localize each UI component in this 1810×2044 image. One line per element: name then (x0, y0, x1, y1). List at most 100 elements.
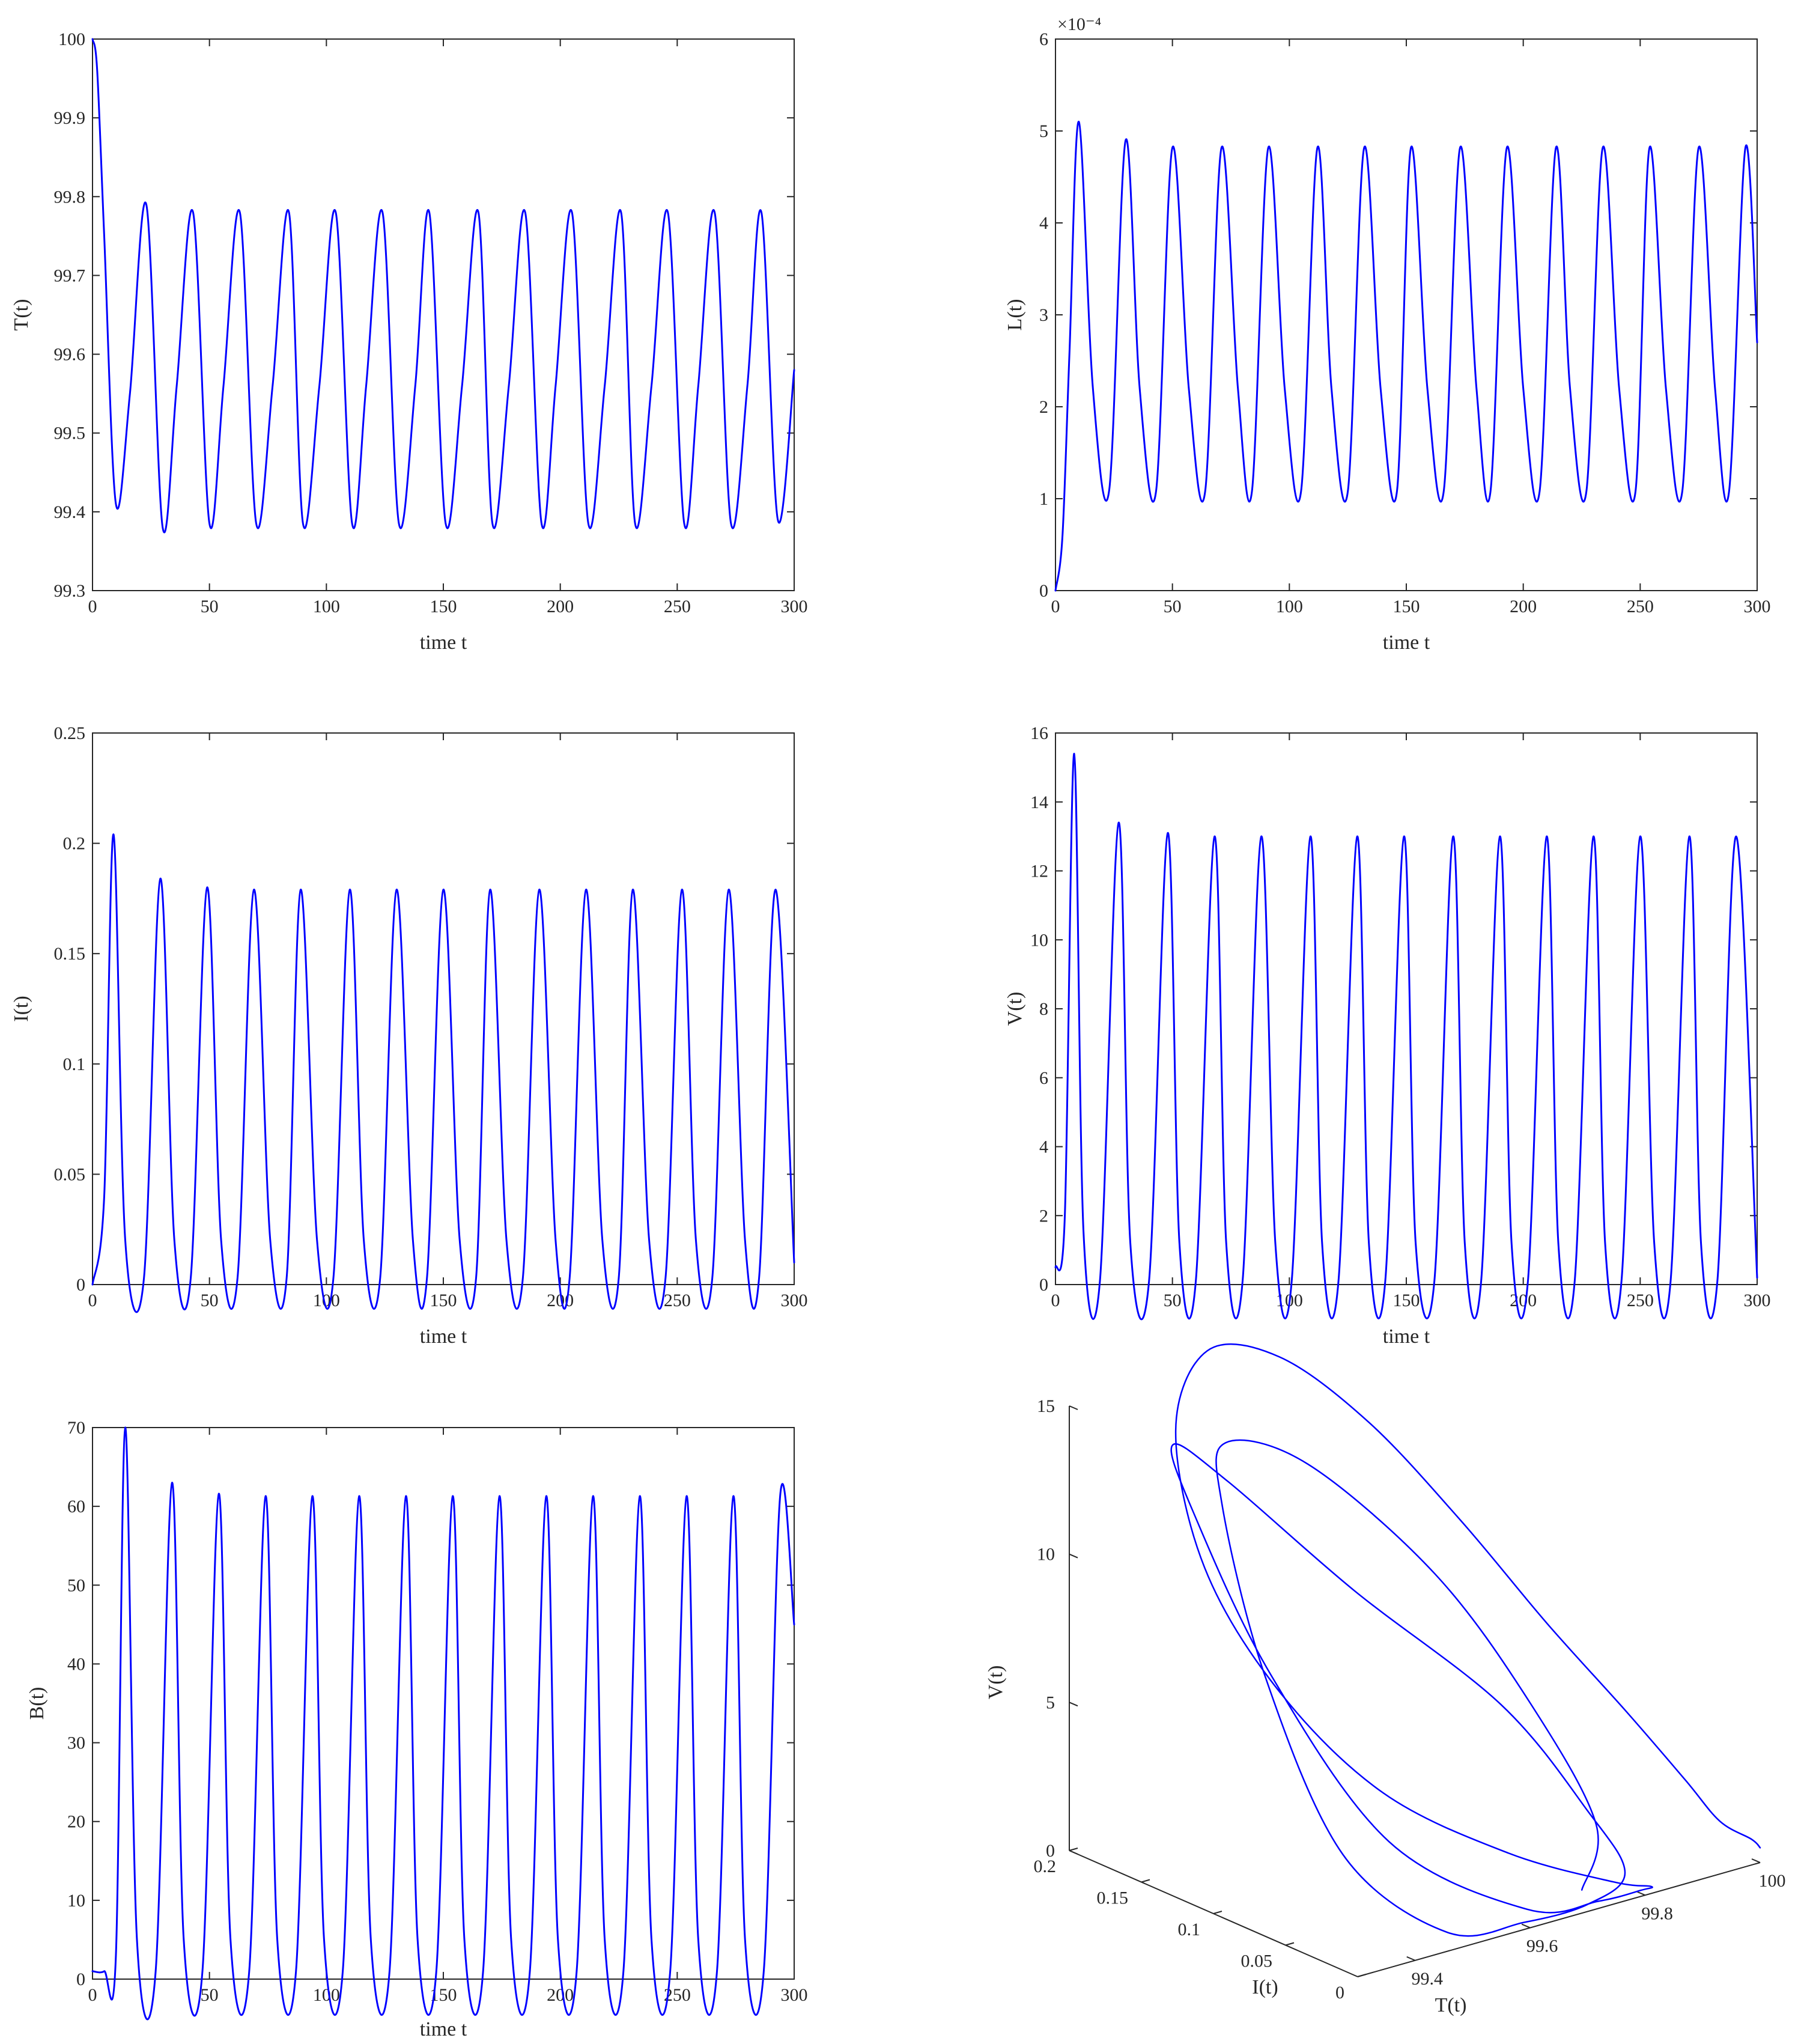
y-tick-label: 8 (1039, 999, 1048, 1019)
y-tick-label: 6 (1039, 1068, 1048, 1088)
y-axis-label: I(t) (10, 996, 32, 1021)
x-tick-label: 0 (1051, 1291, 1060, 1310)
x-tick-label: 250 (664, 597, 691, 616)
y-tick-label: 30 (67, 1733, 85, 1753)
y-tick-label: 0.25 (54, 723, 86, 743)
x-tick (1406, 1956, 1416, 1961)
y-axis-label: T(t) (10, 299, 32, 331)
y-tick-label: 99.8 (54, 187, 86, 207)
x-tick-label: 300 (1744, 1291, 1771, 1310)
panel-T: 0 50 100 150 200 250 300 99.3 99.4 99.5 99.6 99.7 99… (10, 29, 808, 654)
y-tick-label: 0.05 (1241, 1951, 1273, 1971)
y-tick (1069, 1848, 1078, 1851)
x-tick-label: 300 (1744, 597, 1771, 616)
x-tick-label: 100 (313, 597, 340, 616)
x-tick-label: 99.8 (1641, 1903, 1673, 1923)
y-tick-label: 3 (1039, 305, 1048, 325)
x-tick-label: 150 (430, 1291, 457, 1310)
x-tick-label: 250 (1627, 1291, 1654, 1310)
x-tick-label: 100 (1759, 1871, 1786, 1891)
y-axis-label: V(t) (1004, 992, 1026, 1026)
x-tick-label: 200 (1510, 597, 1537, 616)
y-tick-label: 0 (1039, 1275, 1048, 1295)
x-tick-label: 200 (547, 1985, 574, 2005)
y-tick-label: 50 (67, 1575, 85, 1595)
y-tick-label: 1 (1039, 489, 1048, 509)
y-tick-label: 99.3 (54, 581, 86, 601)
z-tick-label: 0 (1046, 1841, 1055, 1861)
y-axis-label: B(t) (26, 1687, 48, 1720)
z-tick-label: 15 (1037, 1396, 1055, 1416)
y-tick-label: 12 (1030, 862, 1048, 881)
x-axis-label: time t (1383, 1325, 1430, 1348)
series-line-T (91, 38, 795, 534)
y-tick-label: 0 (76, 1969, 85, 1989)
z-axis-label: V(t) (985, 1665, 1007, 1700)
series-line-L (1054, 121, 1758, 592)
y-tick-label: 99.5 (54, 424, 86, 443)
y-tick-label: 60 (67, 1497, 85, 1516)
x-tick-label: 0 (88, 597, 97, 616)
z-tick (1069, 1850, 1078, 1855)
x-tick (1521, 1923, 1531, 1929)
x-tick-label: 300 (781, 597, 808, 616)
z-tick-label: 10 (1037, 1545, 1055, 1565)
y-tick-label: 6 (1039, 29, 1048, 49)
trajectory-line (1170, 1343, 1761, 1937)
y-tick-label: 0.15 (54, 944, 86, 964)
y-tick-label: 99.6 (54, 345, 86, 365)
x-tick-label: 150 (1393, 1291, 1420, 1310)
x-tick-label: 50 (1164, 1291, 1182, 1310)
x-tick-label: 200 (1510, 1291, 1537, 1310)
y-tick-label: 0 (76, 1275, 85, 1295)
x-tick (1751, 1858, 1761, 1863)
x-tick-label: 0 (88, 1291, 97, 1310)
y-tick-label: 99.4 (54, 502, 86, 522)
z-tick (1069, 1702, 1078, 1707)
y-tick-label: 20 (67, 1812, 85, 1832)
x-axis-label: time t (420, 1325, 467, 1348)
y-tick (1141, 1879, 1150, 1883)
y-tick-label: 16 (1030, 723, 1048, 743)
series-line-I (91, 833, 795, 1313)
y-tick-label: 4 (1039, 1137, 1048, 1157)
x-axis-label: time t (1383, 631, 1430, 654)
x-tick-label: 99.6 (1526, 1936, 1558, 1956)
x-tick-label: 50 (201, 597, 219, 616)
x-axis-label: T(t) (1435, 1994, 1467, 2016)
z-tick (1069, 1405, 1078, 1410)
x-tick-label: 200 (547, 597, 574, 616)
x-tick-label: 50 (201, 1291, 219, 1310)
y-tick-label: 0.1 (63, 1054, 86, 1074)
y-tick-label: 0.15 (1097, 1888, 1129, 1908)
y-tick (1213, 1911, 1222, 1914)
y-tick-label: 99.7 (54, 266, 86, 285)
x-tick-label: 250 (1627, 597, 1654, 616)
y-tick-label: 0.2 (1034, 1857, 1057, 1876)
x-tick (1636, 1891, 1645, 1896)
y-tick-label: 40 (67, 1654, 85, 1674)
y-tick-label: 5 (1039, 121, 1048, 141)
x-tick-label: 100 (313, 1985, 340, 2005)
x-tick-label: 150 (1393, 597, 1420, 616)
x-tick-label: 300 (781, 1985, 808, 2005)
y-tick-label: 0.2 (63, 834, 86, 854)
x-tick-label: 300 (781, 1291, 808, 1310)
panel-L: 0 50 100 150 200 250 300 0 1 2 3 4 5 6 ×10⁻⁴ time t L… (1004, 14, 1771, 654)
x-tick-label: 0 (88, 1985, 97, 2005)
y-tick-label: 14 (1030, 792, 1048, 812)
z-tick-label: 5 (1046, 1693, 1055, 1712)
x-tick-label: 99.4 (1411, 1969, 1443, 1989)
y-tick-label: 0 (1039, 581, 1048, 601)
y-tick-label: 2 (1039, 1206, 1048, 1226)
y-axis-label: L(t) (1004, 299, 1026, 331)
x-tick-label: 50 (201, 1985, 219, 2005)
y-axis-label: I(t) (1252, 1976, 1278, 1998)
y-tick-label: 0.1 (1178, 1920, 1201, 1939)
y-tick-label: 10 (1030, 930, 1048, 950)
